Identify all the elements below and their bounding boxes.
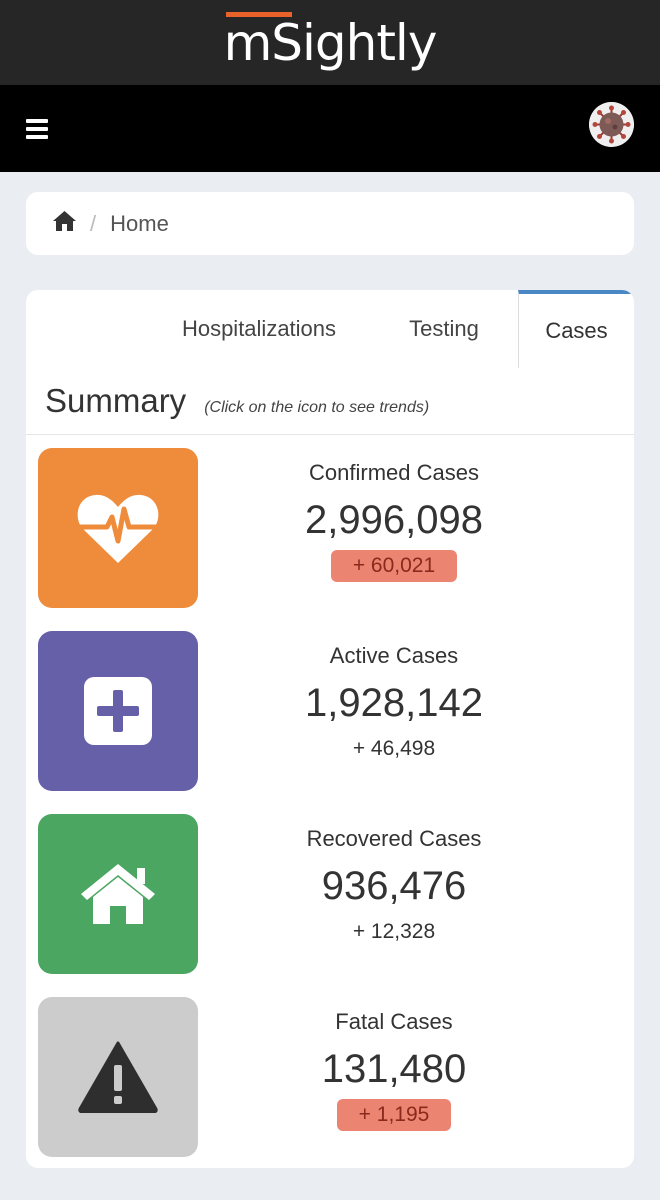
tab-hospitalizations[interactable]: Hospitalizations [181, 316, 337, 341]
breadcrumb-separator: / [90, 210, 97, 236]
house-icon[interactable] [38, 814, 198, 974]
brand-name: mSightly [223, 13, 438, 72]
stat-label: Active Cases [329, 643, 459, 668]
summary-card: Hospitalizations Testing Cases Summary (… [26, 290, 634, 1168]
stat-confirmed: Confirmed Cases 2,996,098 + 60,021 [38, 448, 622, 608]
summary-header: Summary (Click on the icon to see trends… [45, 382, 429, 420]
breadcrumb: / Home [26, 192, 634, 255]
stat-change-highlight: + 60,021 [330, 550, 458, 582]
stat-change-highlight: + 1,195 [336, 1099, 452, 1131]
stat-value: 2,996,098 [305, 498, 483, 542]
stat-label: Fatal Cases [335, 1009, 453, 1034]
summary-title: Summary [45, 382, 187, 419]
virus-avatar-icon[interactable] [589, 102, 634, 147]
stat-change: + 60,021 [238, 550, 550, 582]
stat-value: 131,480 [321, 1047, 467, 1091]
summary-hint: (Click on the icon to see trends) [204, 399, 430, 416]
brand-logo[interactable]: mSightly [224, 11, 437, 68]
stat-change: + 12,328 [352, 920, 436, 943]
stat-active: Active Cases 1,928,142 + 46,498 [38, 631, 622, 791]
brand-bar: mSightly [0, 0, 660, 85]
plus-square-icon[interactable] [38, 631, 198, 791]
stat-value: 936,476 [321, 864, 467, 908]
divider [26, 434, 634, 435]
nav-bar [0, 85, 660, 172]
stat-change: + 1,195 [238, 1099, 550, 1131]
warning-icon[interactable] [38, 997, 198, 1157]
stat-value: 1,928,142 [305, 681, 483, 725]
home-icon[interactable] [53, 210, 76, 237]
tab-testing[interactable]: Testing [409, 316, 479, 341]
hamburger-icon[interactable] [26, 119, 48, 139]
stat-recovered: Recovered Cases 936,476 + 12,328 [38, 814, 622, 974]
stat-label: Confirmed Cases [309, 460, 479, 485]
heartbeat-icon[interactable] [38, 448, 198, 608]
tab-bar: Hospitalizations Testing Cases [26, 290, 634, 368]
stat-fatal: Fatal Cases 131,480 + 1,195 [38, 997, 622, 1157]
stat-change: + 46,498 [352, 737, 436, 760]
tab-cases[interactable]: Cases [518, 290, 634, 368]
stat-label: Recovered Cases [306, 826, 482, 851]
logo-accent-bar [225, 11, 292, 17]
breadcrumb-current: Home [110, 210, 169, 236]
